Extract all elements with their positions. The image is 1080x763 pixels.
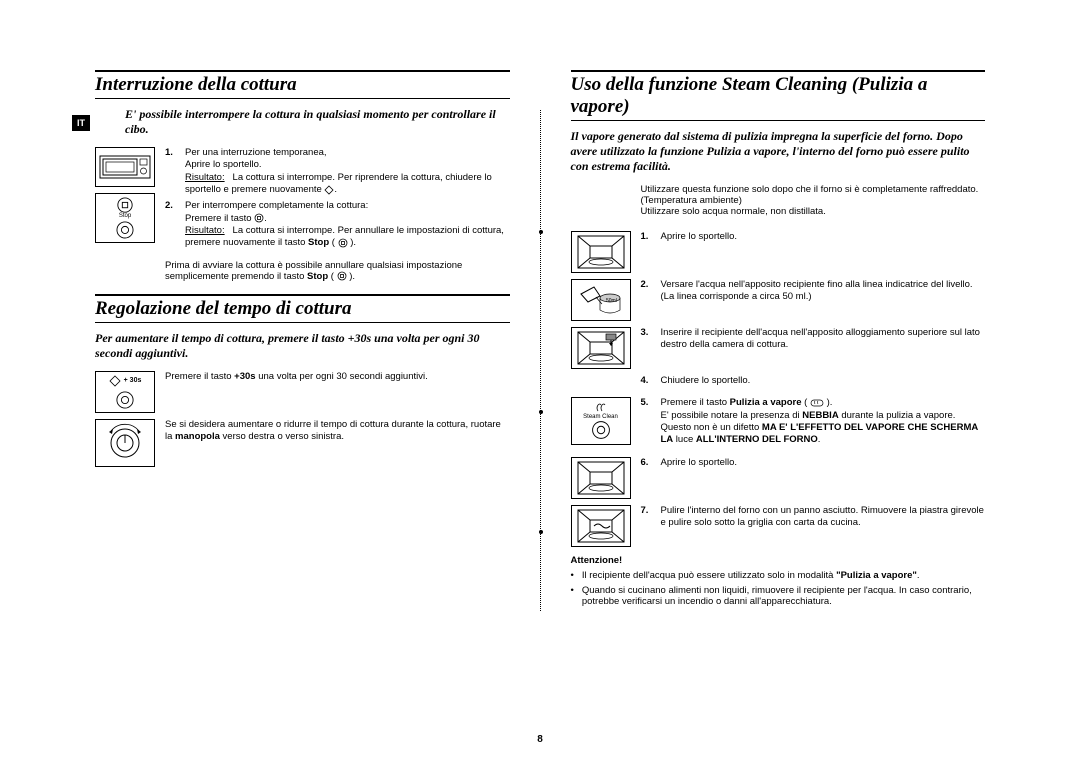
step-number: 1. (165, 147, 179, 196)
attention-list: Il recipiente dell'acqua può essere util… (571, 570, 986, 607)
right-column: Uso della funzione Steam Cleaning (Puliz… (571, 70, 986, 611)
plus30s-button-icon: + 30s (95, 371, 155, 413)
section2-intro: Per aumentare il tempo di cottura, preme… (95, 331, 510, 361)
steam-step-7: 7.Pulire l'interno del forno con un pann… (571, 505, 986, 547)
stop-icon-label: Stop (119, 213, 131, 219)
section2-row1: + 30s Premere il tasto +30s una volta pe… (95, 371, 510, 413)
section-title-adjust-time: Regolazione del tempo di cottura (95, 294, 510, 323)
section1-icon-column: Stop (95, 147, 155, 254)
step2-line-b: Premere il tasto (185, 213, 254, 224)
microwave-front-icon (95, 147, 155, 187)
step-number: 2. (165, 200, 179, 249)
pour-water-icon: 50ml (571, 279, 631, 321)
section1-row: Stop 1. Per una interruzione temporanea,… (95, 147, 510, 254)
steam-step-1: 1.Aprire lo sportello. (571, 231, 986, 273)
dial-knob-icon (95, 419, 155, 467)
wipe-interior-icon (571, 505, 631, 547)
oven-interior-icon (571, 231, 631, 273)
section2-text2: Se si desidera aumentare o ridurre il te… (165, 419, 510, 467)
steam-step-3: 3.Inserire il recipiente dell'acqua nell… (571, 327, 986, 369)
step1-line-b: Aprire lo sportello. (185, 159, 262, 170)
section1-note: Prima di avviare la cottura è possibile … (165, 260, 510, 282)
steam-step-6: 6.Aprire lo sportello. (571, 457, 986, 499)
page-columns: Interruzione della cottura E' possibile … (95, 70, 985, 611)
steam-preface: Utilizzare questa funzione solo dopo che… (641, 184, 986, 217)
step1-line-a: Per una interruzione temporanea, (185, 147, 327, 158)
level-label: 50ml (606, 298, 617, 304)
result-label: Risultato: (185, 225, 225, 236)
page-number: 8 (537, 734, 543, 745)
step2-line-a: Per interrompere completamente la cottur… (185, 200, 368, 211)
step1-result: La cottura si interrompe. Per riprendere… (185, 172, 492, 195)
section1-text: 1. Per una interruzione temporanea, Apri… (165, 147, 510, 254)
section-title-interruption: Interruzione della cottura (95, 70, 510, 99)
step2-stop-bold: Stop (308, 237, 329, 248)
oven-interior-icon (571, 457, 631, 499)
steam-step-2: 50ml 2.Versare l'acqua nell'apposito rec… (571, 279, 986, 321)
steam-step-5: Steam Clean 5. Premere il tasto Pulizia … (571, 397, 986, 450)
attention-heading: Attenzione! (571, 555, 986, 566)
section2-text1: Premere il tasto +30s una volta per ogni… (165, 371, 510, 413)
steam-intro: Il vapore generato dal sistema di pulizi… (571, 129, 986, 174)
section2-row2: Se si desidera aumentare o ridurre il te… (95, 419, 510, 467)
plus30s-label: + 30s (124, 377, 142, 384)
column-divider (540, 110, 541, 611)
insert-container-icon (571, 327, 631, 369)
language-tag: IT (72, 115, 90, 131)
steam-step-4: 4.Chiudere lo sportello. (571, 375, 986, 391)
section1-intro: E' possibile interrompere la cottura in … (95, 107, 510, 137)
steam-clean-button-icon: Steam Clean (571, 397, 631, 445)
left-column: Interruzione della cottura E' possibile … (95, 70, 510, 611)
result-label: Risultato: (185, 172, 225, 183)
section-title-steam: Uso della funzione Steam Cleaning (Puliz… (571, 70, 986, 121)
stop-button-icon: Stop (95, 193, 155, 243)
